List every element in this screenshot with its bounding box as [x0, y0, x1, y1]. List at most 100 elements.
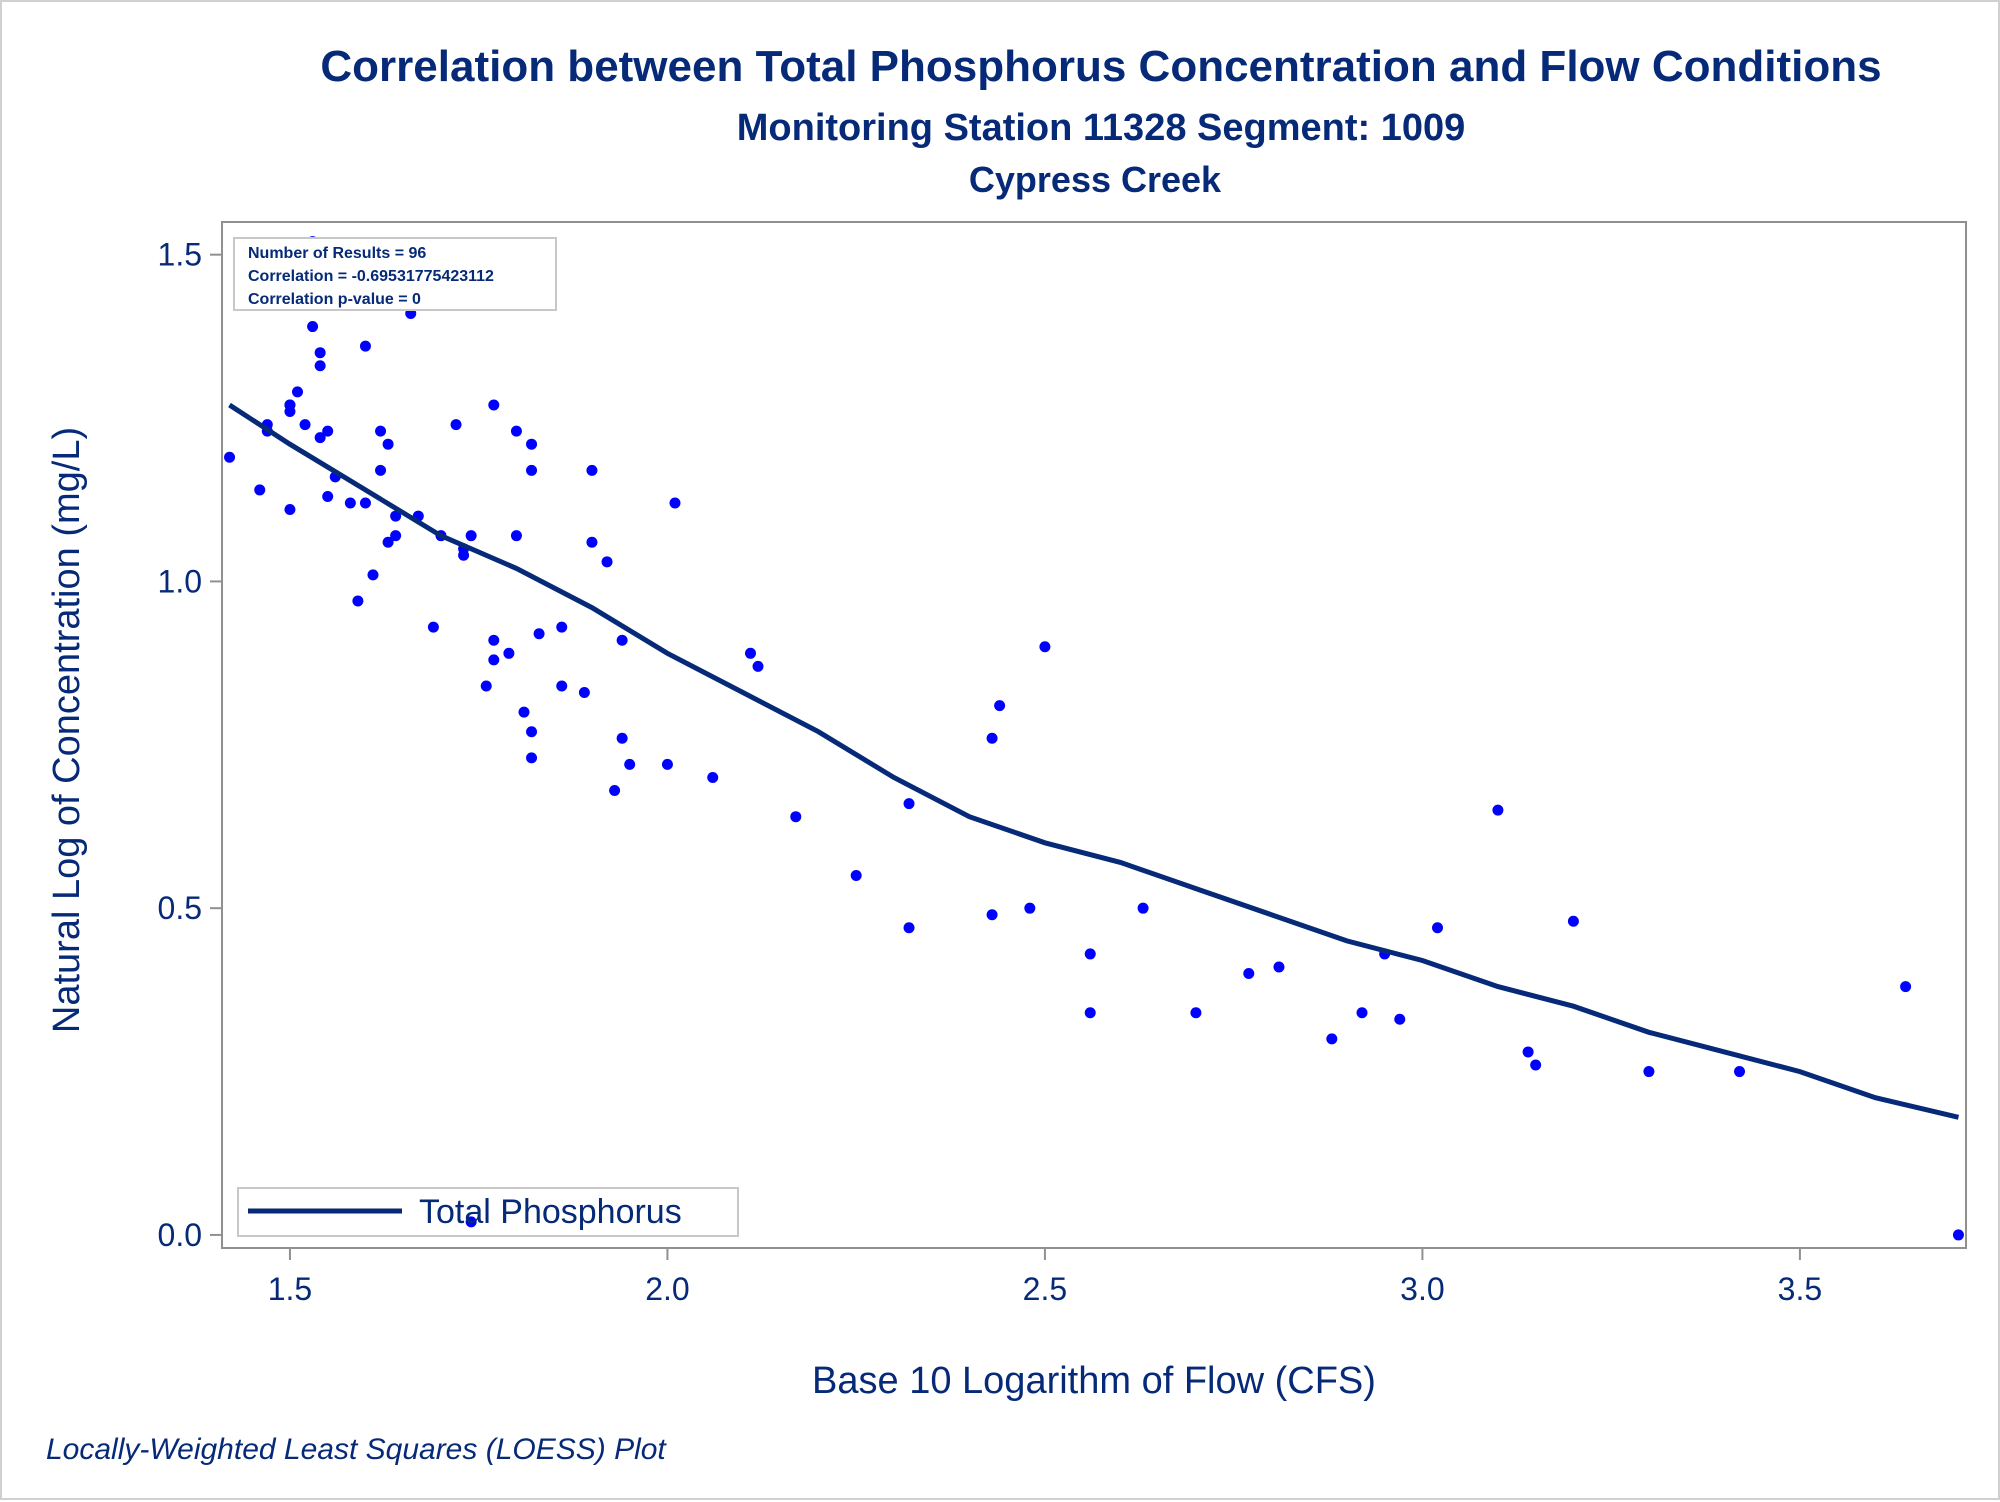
- stats-box: Number of Results = 96 Correlation = -0.…: [233, 237, 557, 311]
- data-point: [1273, 961, 1285, 973]
- data-point: [1356, 1007, 1368, 1019]
- data-point: [533, 628, 545, 640]
- data-point: [556, 680, 568, 692]
- x-tick-label: 2.0: [645, 1271, 689, 1307]
- data-point: [510, 530, 522, 542]
- data-point: [986, 732, 998, 744]
- data-point: [790, 811, 802, 823]
- data-point: [322, 490, 334, 502]
- data-point: [578, 687, 590, 699]
- data-point: [1137, 902, 1149, 914]
- data-point: [624, 758, 636, 770]
- data-point: [375, 425, 387, 437]
- data-point: [465, 1216, 477, 1228]
- footnote: Locally-Weighted Least Squares (LOESS) P…: [46, 1433, 667, 1466]
- data-point: [224, 451, 236, 463]
- data-point: [254, 484, 266, 496]
- data-point: [616, 732, 628, 744]
- chart-subtitle: Monitoring Station 11328 Segment: 1009: [737, 107, 1466, 149]
- data-point: [359, 497, 371, 509]
- data-point: [284, 504, 296, 516]
- data-point: [390, 530, 402, 542]
- data-point: [299, 419, 311, 431]
- x-axis-label: Base 10 Logarithm of Flow (CFS): [812, 1360, 1376, 1402]
- data-point: [518, 706, 530, 718]
- data-point: [390, 510, 402, 522]
- data-point: [382, 536, 394, 548]
- data-point: [986, 909, 998, 921]
- data-point: [526, 464, 538, 476]
- y-tick-label: 0.5: [158, 890, 202, 926]
- data-point: [903, 922, 915, 934]
- data-point: [609, 785, 621, 797]
- data-point: [601, 556, 613, 568]
- data-point: [1567, 915, 1579, 927]
- x-tick-label: 3.0: [1400, 1271, 1444, 1307]
- data-point: [526, 752, 538, 764]
- data-point: [1326, 1033, 1338, 1045]
- data-point: [1522, 1046, 1534, 1058]
- data-point: [1734, 1066, 1746, 1078]
- data-point: [488, 634, 500, 646]
- data-point: [488, 399, 500, 411]
- data-point: [1039, 641, 1051, 653]
- data-point: [450, 419, 462, 431]
- data-point: [616, 634, 628, 646]
- data-point: [307, 321, 319, 333]
- data-point: [669, 497, 681, 509]
- data-point: [1024, 902, 1036, 914]
- data-point: [661, 758, 673, 770]
- data-point: [344, 497, 356, 509]
- data-point: [994, 700, 1006, 712]
- data-point: [1084, 1007, 1096, 1019]
- data-point: [359, 340, 371, 352]
- data-point: [1084, 948, 1096, 960]
- y-tick-label: 1.0: [158, 563, 202, 599]
- chart-title: Correlation between Total Phosphorus Con…: [320, 42, 1881, 91]
- data-point: [1952, 1229, 1964, 1241]
- data-point: [367, 569, 379, 581]
- data-point: [322, 425, 334, 437]
- chart-subtitle-2: Cypress Creek: [969, 159, 1222, 200]
- y-axis-label: Natural Log of Concentration (mg/L): [46, 427, 88, 1033]
- legend-frame: [237, 1187, 739, 1237]
- data-point: [1190, 1007, 1202, 1019]
- x-axis: 1.5 2.0 2.5 3.0 3.5: [222, 1247, 1966, 1307]
- data-point: [465, 530, 477, 542]
- x-tick-label: 1.5: [268, 1271, 312, 1307]
- data-point: [503, 647, 515, 659]
- data-point: [284, 399, 296, 411]
- data-point: [314, 360, 326, 372]
- y-tick-label: 0.0: [158, 1217, 202, 1253]
- data-point: [291, 386, 303, 398]
- stats-p-value: Correlation p-value = 0: [248, 291, 421, 308]
- legend: Total Phosphorus: [237, 1187, 739, 1237]
- data-point: [352, 595, 364, 607]
- data-point: [744, 647, 756, 659]
- loess-line: [228, 402, 1960, 1120]
- data-point: [1432, 922, 1444, 934]
- data-point: [586, 536, 598, 548]
- data-point: [382, 438, 394, 450]
- data-point: [1530, 1059, 1542, 1071]
- x-tick-label: 2.5: [1023, 1271, 1067, 1307]
- data-point: [480, 680, 492, 692]
- stats-box-frame: [233, 237, 557, 311]
- data-point: [1394, 1013, 1406, 1025]
- data-point: [314, 432, 326, 444]
- data-point: [586, 464, 598, 476]
- data-point: [375, 464, 387, 476]
- data-point: [1243, 968, 1255, 980]
- x-tick-label: 3.5: [1778, 1271, 1822, 1307]
- data-point: [458, 549, 470, 561]
- data-point: [510, 425, 522, 437]
- data-point: [488, 654, 500, 666]
- data-point: [314, 347, 326, 359]
- data-point: [707, 771, 719, 783]
- stats-count: Number of Results = 96: [248, 245, 426, 262]
- data-point: [526, 726, 538, 738]
- data-point: [526, 438, 538, 450]
- y-axis: 0.0 0.5 1.0 1.5: [158, 222, 223, 1253]
